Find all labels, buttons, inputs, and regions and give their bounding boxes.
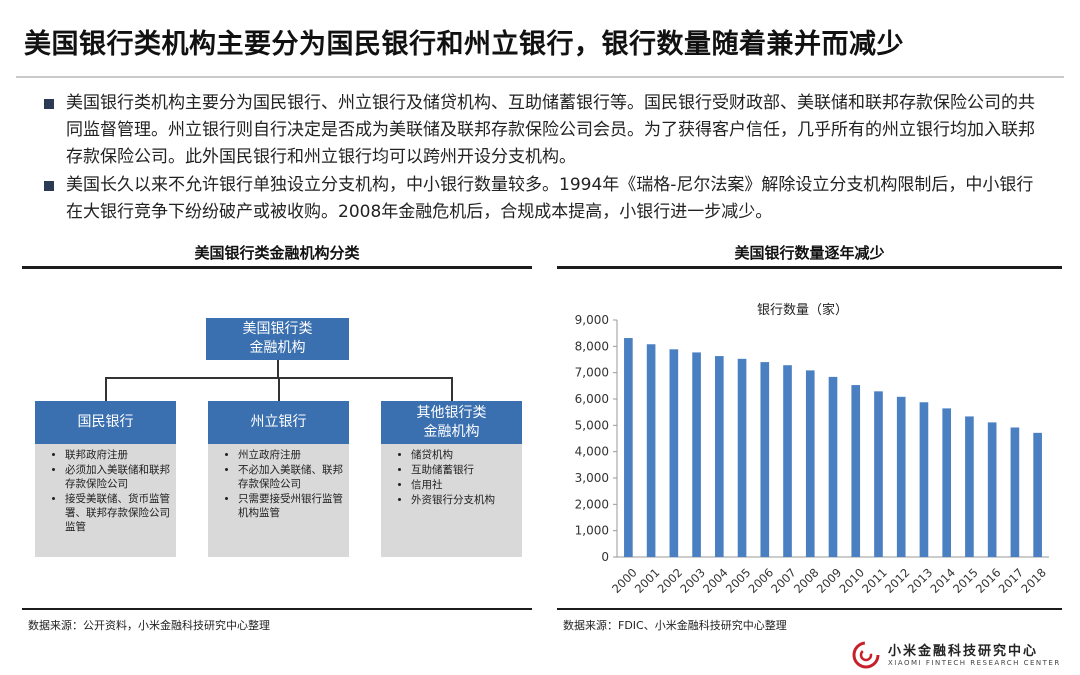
bar <box>828 376 838 557</box>
x-tick-label: 2017 <box>996 565 1027 596</box>
x-tick-label: 2004 <box>700 565 731 596</box>
org-node-national-bank-details: 联邦政府注册 必须加入美联储和联邦存款保险公司 接受美联储、货币监管署、联邦存款… <box>35 444 176 557</box>
org-node-label: 金融机构 <box>423 423 480 440</box>
org-node-label: 其他银行类 <box>416 404 487 421</box>
bar <box>851 385 861 557</box>
page-title: 美国银行类机构主要分为国民银行和州立银行，银行数量随着兼并而减少 <box>24 29 904 60</box>
list-item: 互助储蓄银行 <box>411 463 522 477</box>
x-tick-label: 2015 <box>950 565 981 596</box>
xiaomi-fintech-logo-icon <box>852 641 880 669</box>
right-panel-rule <box>557 266 1062 269</box>
x-tick-label: 2014 <box>927 565 958 596</box>
bar <box>874 391 883 557</box>
org-node-national-bank: 国民银行 <box>35 401 176 444</box>
org-node-state-bank: 州立银行 <box>208 401 349 444</box>
bar <box>669 349 679 557</box>
org-node-label: 州立银行 <box>250 414 307 430</box>
org-node-other-institutions-details: 储贷机构 互助储蓄银行 信用社 外资银行分支机构 <box>381 444 522 557</box>
list-item: 不必加入美联储、联邦存款保险公司 <box>238 463 349 491</box>
bullet-item: 美国长久以来不允许银行单独设立分支机构，中小银行数量较多。1994年《瑞格-尼尔… <box>40 172 1050 226</box>
chart-title: 银行数量（家） <box>757 303 849 318</box>
left-panel-title: 美国银行类金融机构分类 <box>194 244 360 262</box>
bullet-text: 美国银行类机构主要分为国民银行、州立银行及储贷机构、互助储蓄银行等。国民银行受财… <box>66 93 1035 167</box>
right-panel-bottom-rule <box>557 608 1062 610</box>
left-panel-bottom-rule <box>22 608 532 610</box>
bar <box>942 408 952 557</box>
org-connector <box>278 377 280 401</box>
right-panel-title: 美国银行数量逐年减少 <box>734 244 885 262</box>
list-item: 只需要接受州银行监管机构监管 <box>238 492 349 520</box>
org-root-node: 美国银行类 金融机构 <box>206 318 349 360</box>
y-tick-label: 4,000 <box>575 445 609 459</box>
x-tick-label: 2011 <box>859 565 890 596</box>
square-bullet-icon <box>44 99 54 109</box>
bar <box>896 396 906 557</box>
list-item: 储贷机构 <box>411 448 522 462</box>
y-tick-label: 5,000 <box>575 418 609 432</box>
org-node-other-institutions: 其他银行类 金融机构 <box>381 401 522 444</box>
bullet-text: 美国长久以来不允许银行单独设立分支机构，中小银行数量较多。1994年《瑞格-尼尔… <box>66 175 1034 222</box>
bar <box>760 362 770 557</box>
x-tick-label: 2010 <box>836 565 867 596</box>
bar <box>965 416 974 557</box>
bar <box>783 365 792 557</box>
square-bullet-icon <box>44 181 54 191</box>
bar <box>805 370 815 557</box>
y-tick-label: 3,000 <box>575 471 609 485</box>
bar <box>1010 427 1020 557</box>
x-tick-label: 2012 <box>882 565 913 596</box>
org-node-label: 国民银行 <box>77 414 134 430</box>
x-tick-label: 2009 <box>814 565 845 596</box>
list-item: 外资银行分支机构 <box>411 493 522 507</box>
list-item: 必须加入美联储和联邦存款保险公司 <box>65 463 176 491</box>
y-tick-label: 7,000 <box>575 366 609 380</box>
right-panel-source: 数据来源：FDIC、小米金融科技研究中心整理 <box>563 619 787 632</box>
bar <box>1033 432 1042 557</box>
org-logo-subtitle: XIAOMI FINTECH RESEARCH CENTER <box>888 659 1061 667</box>
list-item: 联邦政府注册 <box>65 448 176 462</box>
list-item: 信用社 <box>411 478 522 492</box>
bullet-item: 美国银行类机构主要分为国民银行、州立银行及储贷机构、互助储蓄银行等。国民银行受财… <box>40 90 1050 171</box>
x-tick-label: 2003 <box>677 565 708 596</box>
org-logo-name: 小米金融科技研究中心 <box>888 644 1039 659</box>
list-item: 接受美联储、货币监管署、联邦存款保险公司监管 <box>65 492 176 534</box>
x-tick-label: 2016 <box>973 565 1004 596</box>
org-connector <box>277 360 279 378</box>
org-connector <box>105 377 107 401</box>
x-tick-label: 2007 <box>768 565 799 596</box>
bar <box>646 344 656 557</box>
x-tick-label: 2018 <box>1018 565 1049 596</box>
y-tick-label: 9,000 <box>575 313 609 327</box>
bar <box>714 356 724 557</box>
bar-chart: 0 1,000 2,000 3,000 4,000 5,000 6,000 7,000 8,00… <box>575 313 1049 596</box>
y-tick-label: 8,000 <box>575 339 609 353</box>
x-tick-label: 2008 <box>791 565 822 596</box>
bar <box>737 358 747 557</box>
bar <box>692 352 701 557</box>
y-tick-label: 0 <box>601 550 609 564</box>
y-tick-label: 6,000 <box>575 392 609 406</box>
bar <box>987 422 997 557</box>
bar <box>624 338 633 557</box>
x-tick-label: 2000 <box>609 565 640 596</box>
left-panel-source: 数据来源：公开资料，小米金融科技研究中心整理 <box>28 619 270 632</box>
org-root-line: 金融机构 <box>249 340 306 356</box>
org-connector <box>451 377 453 401</box>
bullet-list: 美国银行类机构主要分为国民银行、州立银行及储贷机构、互助储蓄银行等。国民银行受财… <box>40 90 1050 227</box>
x-tick-label: 2006 <box>746 565 777 596</box>
bar <box>919 402 929 557</box>
list-item: 州立政府注册 <box>238 448 349 462</box>
org-node-state-bank-details: 州立政府注册 不必加入美联储、联邦存款保险公司 只需要接受州银行监管机构监管 <box>208 444 349 557</box>
title-divider <box>16 76 1064 78</box>
y-tick-label: 1,000 <box>575 524 609 538</box>
x-tick-label: 2005 <box>723 565 754 596</box>
x-tick-label: 2002 <box>655 565 686 596</box>
x-tick-label: 2013 <box>905 565 936 596</box>
org-root-line: 美国银行类 <box>242 321 313 337</box>
x-tick-label: 2001 <box>632 565 663 596</box>
left-panel-rule <box>22 266 532 269</box>
y-tick-label: 2,000 <box>575 497 609 511</box>
